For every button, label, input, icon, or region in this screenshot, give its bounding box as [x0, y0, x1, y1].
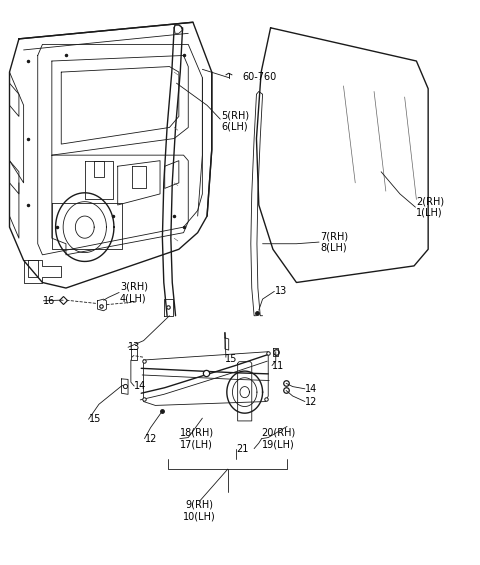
Text: 15: 15	[88, 414, 101, 424]
Text: 5(RH)
6(LH): 5(RH) 6(LH)	[221, 110, 249, 132]
Text: 7(RH)
8(LH): 7(RH) 8(LH)	[320, 231, 348, 253]
Text: 2(RH)
1(LH): 2(RH) 1(LH)	[416, 197, 444, 218]
Text: 3(RH)
4(LH): 3(RH) 4(LH)	[120, 282, 148, 303]
Text: 13: 13	[128, 342, 140, 353]
Text: 21: 21	[236, 444, 249, 454]
Text: 11: 11	[272, 360, 284, 371]
Text: 13: 13	[275, 286, 288, 297]
Text: 16: 16	[43, 295, 56, 306]
Text: 9(RH)
10(LH): 9(RH) 10(LH)	[183, 500, 216, 521]
Text: 12: 12	[144, 434, 157, 444]
Text: 60-760: 60-760	[242, 72, 276, 81]
Text: 20(RH)
19(LH): 20(RH) 19(LH)	[262, 428, 296, 449]
Text: 14: 14	[134, 381, 146, 391]
Text: 15: 15	[225, 354, 237, 364]
Text: 14: 14	[305, 384, 317, 394]
Text: 12: 12	[305, 397, 317, 407]
Text: 18(RH)
17(LH): 18(RH) 17(LH)	[180, 428, 214, 449]
